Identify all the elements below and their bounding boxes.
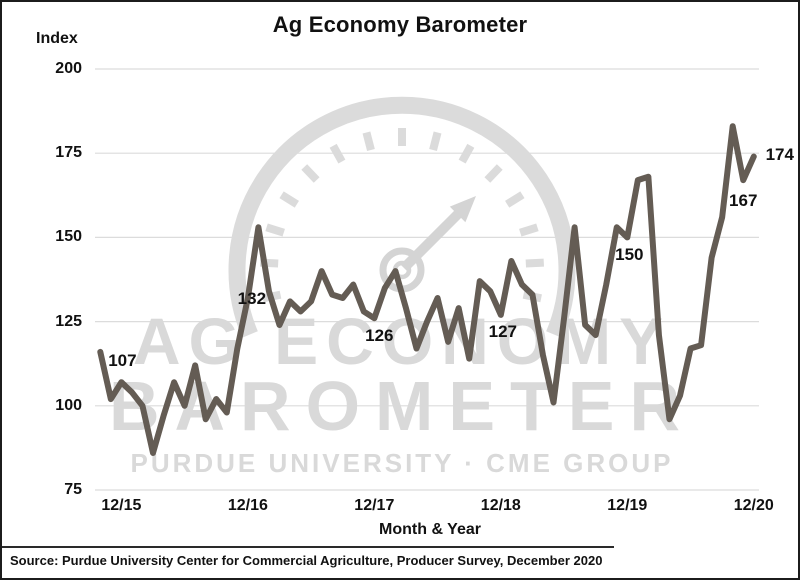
chart-plot-area: AG ECONOMY BAROMETER PURDUE UNIVERSITY ·… — [95, 68, 759, 491]
chart-title: Ag Economy Barometer — [272, 12, 528, 37]
data-label-127: 127 — [488, 321, 517, 341]
y-tick-label: 150 — [55, 228, 82, 246]
data-label-107: 107 — [108, 351, 137, 371]
gauge-arc — [228, 96, 576, 338]
y-tick-label: 100 — [55, 396, 82, 414]
y-tick-label: 200 — [55, 60, 82, 77]
data-label-174: 174 — [765, 144, 794, 164]
x-tick-label: 12/16 — [227, 497, 268, 514]
data-label-150: 150 — [615, 245, 644, 265]
x-tick-label: 12/20 — [733, 497, 774, 514]
data-label-167: 167 — [729, 191, 758, 211]
source-separator-line — [2, 546, 614, 548]
data-label-126: 126 — [365, 326, 394, 346]
gauge-tick-dashes — [259, 128, 545, 303]
x-tick-label: 12/15 — [101, 497, 142, 514]
source-citation: Source: Purdue University Center for Com… — [10, 553, 603, 568]
gauge-needle-arrowhead-icon — [449, 196, 476, 223]
y-axis-title: Index — [36, 30, 78, 47]
watermark-ag-economy: AG ECONOMY — [133, 304, 671, 378]
barometer-series-line — [97, 123, 757, 456]
x-tick-label: 12/17 — [354, 497, 395, 514]
y-tick-label: 175 — [55, 144, 82, 162]
x-tick-label: 12/19 — [607, 497, 648, 514]
y-tick-label: 75 — [64, 481, 82, 498]
watermark-purdue-cme: PURDUE UNIVERSITY · CME GROUP — [130, 448, 673, 478]
gauge-needle — [400, 210, 462, 272]
y-tick-label: 125 — [55, 312, 82, 330]
barometer-gauge-watermark — [228, 96, 576, 338]
data-label-132: 132 — [237, 289, 267, 309]
x-axis-title: Month & Year — [379, 521, 481, 538]
x-tick-label: 12/18 — [480, 497, 521, 514]
